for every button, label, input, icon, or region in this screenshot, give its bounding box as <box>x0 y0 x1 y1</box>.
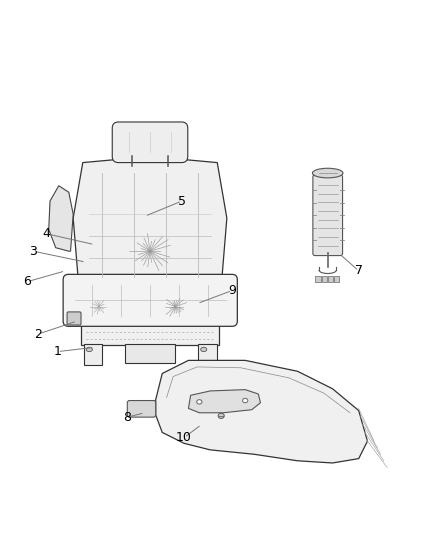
FancyBboxPatch shape <box>313 175 343 256</box>
Text: 5: 5 <box>178 195 186 207</box>
Bar <box>334 276 339 282</box>
FancyBboxPatch shape <box>63 274 237 326</box>
FancyBboxPatch shape <box>127 400 155 417</box>
Text: 6: 6 <box>23 275 31 288</box>
Text: 2: 2 <box>34 328 42 341</box>
Text: 4: 4 <box>42 227 50 240</box>
Bar <box>81 319 219 345</box>
Text: 9: 9 <box>228 284 236 297</box>
Ellipse shape <box>197 400 202 404</box>
Bar <box>84 344 102 365</box>
Bar <box>198 344 217 365</box>
Bar <box>321 276 327 282</box>
Ellipse shape <box>86 348 92 352</box>
Text: 1: 1 <box>53 345 61 358</box>
Bar <box>315 276 321 282</box>
Text: 10: 10 <box>176 431 192 444</box>
Ellipse shape <box>218 413 224 418</box>
FancyBboxPatch shape <box>67 312 81 325</box>
Bar <box>125 344 175 362</box>
FancyBboxPatch shape <box>112 122 188 163</box>
Polygon shape <box>188 390 261 413</box>
Polygon shape <box>155 360 367 463</box>
Polygon shape <box>73 157 227 282</box>
Text: 8: 8 <box>124 410 131 424</box>
Ellipse shape <box>243 398 248 403</box>
Text: 3: 3 <box>29 245 37 258</box>
Polygon shape <box>49 185 73 251</box>
Bar <box>328 276 333 282</box>
Ellipse shape <box>312 168 343 178</box>
Text: 7: 7 <box>355 264 363 277</box>
Ellipse shape <box>201 348 207 352</box>
